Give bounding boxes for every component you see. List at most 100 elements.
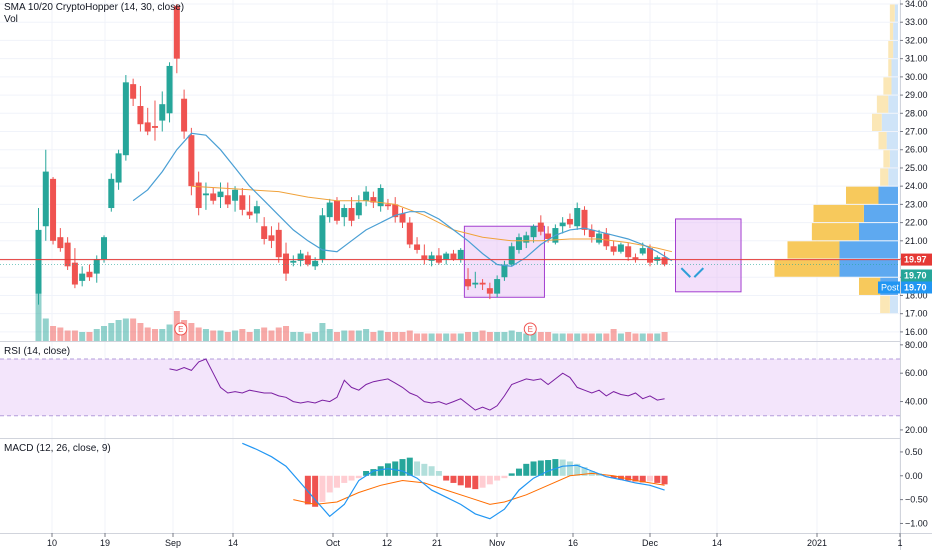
macd-histogram-bar: [559, 459, 566, 476]
candle-body: [508, 246, 515, 265]
profile-bar-up: [889, 4, 895, 22]
volume-bar: [166, 324, 173, 341]
candle-body: [290, 260, 297, 263]
candle-body: [632, 257, 639, 260]
volume-bar: [93, 329, 100, 341]
volume-bar: [326, 329, 333, 341]
volume-legend-title[interactable]: Vol: [4, 14, 18, 25]
candle-body: [173, 5, 180, 59]
last-price-badge-text: 19.97: [904, 255, 927, 265]
volume-bar: [414, 333, 421, 341]
volume-bar: [151, 329, 158, 341]
candle-body: [610, 246, 617, 252]
profile-bar-down: [863, 204, 898, 223]
candle-body: [319, 215, 326, 260]
macd-histogram-bar: [494, 475, 501, 481]
volume-bar: [57, 327, 64, 341]
macd-histogram-bar: [647, 475, 654, 482]
price-axis-label: 27.00: [905, 127, 928, 137]
sma-slow-line: [191, 185, 673, 253]
rsi-line: [169, 358, 665, 411]
price-axis-label: 21.00: [905, 236, 928, 246]
macd-line: [242, 442, 665, 520]
profile-bar-up: [880, 295, 890, 314]
volume-bar: [574, 333, 581, 341]
earnings-marker-label: E: [528, 325, 533, 334]
candle-body: [246, 211, 253, 216]
rsi-band: [0, 359, 900, 416]
volume-bar: [625, 332, 632, 341]
time-axis-label: 2021: [807, 538, 827, 548]
candle-body: [617, 244, 624, 252]
candle-body: [101, 237, 108, 260]
volume-bar: [297, 332, 304, 341]
macd-histogram-bar: [479, 475, 486, 488]
volume-bar: [472, 332, 479, 341]
price-axis-label: 17.00: [905, 309, 928, 319]
price-axis-label: 18.00: [905, 290, 928, 300]
rsi-pane: [0, 358, 900, 417]
macd-axis-label: −0.50: [905, 495, 928, 505]
volume-bar: [392, 332, 399, 341]
profile-bar-up: [880, 168, 889, 186]
macd-histogram-bar: [552, 459, 559, 476]
post-market-price-text: 19.70: [904, 282, 927, 292]
macd-histogram-bar: [581, 467, 588, 476]
projection-arrow-up: [693, 267, 705, 278]
candle-body: [377, 187, 384, 207]
candle-body: [501, 264, 508, 278]
macd-histogram-bar: [625, 475, 632, 481]
volume-bar: [588, 333, 595, 341]
volume-bar: [290, 332, 297, 341]
volume-bar: [42, 318, 49, 341]
price-axes[interactable]: 16.0017.0018.0019.0020.0021.0022.0023.00…: [900, 0, 932, 533]
earnings-marker: [523, 322, 537, 336]
macd-histogram-bar: [443, 475, 450, 481]
macd-histogram-bar: [457, 475, 464, 486]
volume-bar: [370, 332, 377, 341]
volume-bar: [130, 318, 137, 341]
candle-body: [217, 191, 224, 198]
candlesticks: [35, 4, 668, 305]
candle-body: [428, 255, 435, 261]
volume-bar: [632, 333, 639, 341]
candle-body: [384, 204, 391, 207]
candle-body: [224, 195, 231, 205]
macd-histogram-bar: [530, 461, 537, 476]
candle-body: [348, 208, 355, 221]
candle-body: [239, 195, 246, 210]
volume-bar: [253, 329, 260, 341]
profile-bar-up: [888, 59, 892, 77]
profile-bar-down: [889, 295, 898, 314]
macd-histogram-bar: [319, 475, 326, 502]
volume-bar: [137, 323, 144, 341]
volume-bar: [217, 330, 224, 341]
candle-body: [406, 222, 413, 245]
volume-bar: [224, 332, 231, 341]
macd-histogram-bar: [566, 461, 573, 476]
price-axis-label: 23.00: [905, 199, 928, 209]
macd-histogram-bar: [428, 466, 435, 476]
volume-bar: [261, 327, 268, 341]
profile-bar-up: [774, 259, 840, 277]
volume-bar: [399, 332, 406, 341]
price-axis-label: 25.00: [905, 163, 928, 173]
macd-legend-title[interactable]: MACD (12, 26, close, 9): [4, 443, 111, 454]
rsi-legend-title[interactable]: RSI (14, close): [4, 346, 71, 357]
candle-body: [414, 244, 421, 250]
candle-body: [479, 282, 486, 285]
candle-body: [472, 282, 479, 285]
volume-bar: [232, 330, 239, 341]
price-axis-label: 32.00: [905, 35, 928, 45]
earnings-marker: [174, 322, 188, 336]
highlight-boxes: [463, 218, 742, 298]
candle-body: [435, 255, 442, 263]
profile-bar-up: [876, 95, 889, 113]
main-legend-title[interactable]: SMA 10/20 CryptoHopper (14, 30, close): [4, 2, 185, 13]
candle-body: [654, 257, 661, 261]
candle-body: [275, 229, 282, 258]
candle-body: [457, 249, 464, 260]
time-axis[interactable]: 10 19 Sep 14 Oct 12 21 Nov 16 Dec 14 2021 1: [47, 533, 903, 548]
